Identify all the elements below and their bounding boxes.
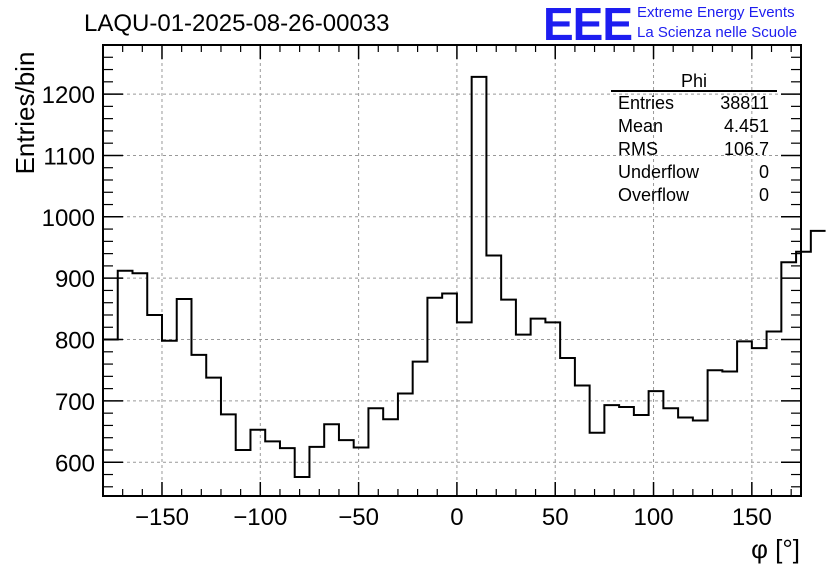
x-tick-label: 100 — [634, 504, 674, 531]
logo-line-1: Extreme Energy Events — [637, 4, 795, 21]
y-tick-label: 800 — [55, 328, 95, 355]
y-tick-label: 1200 — [42, 82, 95, 109]
stats-value: 4.451 — [723, 116, 769, 136]
x-tick-label: −100 — [233, 504, 287, 531]
y-tick-labels: 600 700 800 900 1000 1100 1200 — [42, 82, 95, 477]
stats-name: Phi — [681, 71, 707, 91]
stats-value: 38811 — [720, 93, 769, 113]
x-tick-label: −50 — [338, 504, 379, 531]
x-tick-label: 150 — [732, 504, 772, 531]
y-tick-label: 600 — [55, 450, 95, 477]
y-axis-label: Entries/bin — [10, 52, 40, 175]
plot-frame — [102, 44, 802, 497]
x-tick-label: −150 — [135, 504, 189, 531]
y-tick-label: 1100 — [43, 143, 95, 170]
stats-value: 0 — [758, 185, 769, 205]
x-tick-label: 0 — [450, 504, 463, 531]
eee-logo: EEE — [543, 0, 633, 50]
y-tick-label: 900 — [55, 266, 95, 293]
stats-label: Entries — [618, 93, 675, 113]
stats-label: RMS — [618, 139, 658, 159]
stats-value: 0 — [758, 162, 769, 182]
logo-line-2: La Scienza nelle Scuole — [637, 24, 798, 41]
stats-label: Mean — [618, 116, 664, 136]
axis-ticks — [103, 45, 801, 496]
x-tick-label: 50 — [542, 504, 569, 531]
chart-title: LAQU-01-2025-08-26-00033 — [84, 10, 390, 37]
histogram-line — [103, 75, 826, 478]
grid-lines — [103, 45, 801, 496]
x-tick-labels: −150 −100 −50 0 50 100 150 — [135, 504, 772, 531]
x-axis-label: φ [°] — [751, 534, 800, 564]
stats-value: 106.7 — [723, 139, 769, 159]
stats-label: Overflow — [618, 185, 690, 205]
y-tick-label: 700 — [55, 389, 95, 416]
y-tick-label: 1000 — [42, 205, 95, 232]
stats-label: Underflow — [618, 162, 700, 182]
